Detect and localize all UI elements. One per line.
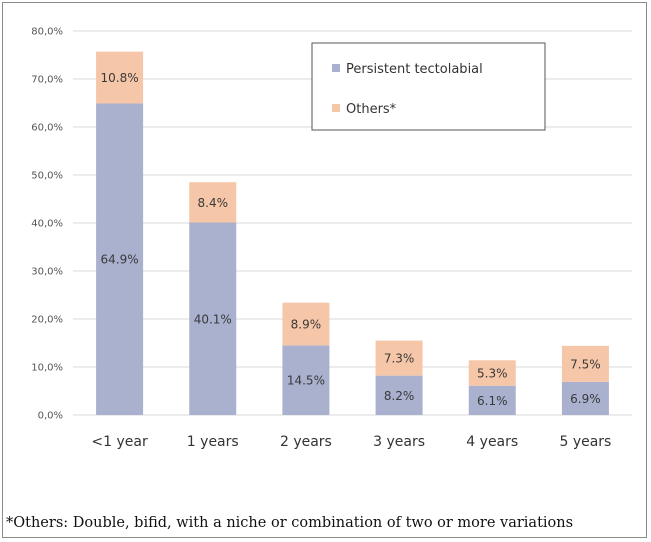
bar-segment-others — [189, 182, 237, 223]
data-label: 7.5% — [570, 357, 601, 371]
data-label: 6.9% — [570, 392, 601, 406]
bar-segment-persistent — [468, 385, 516, 415]
y-tick-label: 30,0% — [31, 267, 63, 278]
data-label: 6.1% — [477, 394, 508, 408]
bar-segment-others — [561, 345, 609, 382]
bar-segment-persistent — [282, 345, 330, 415]
x-category-label: 5 years — [559, 434, 611, 450]
y-tick-label: 20,0% — [31, 315, 63, 326]
y-tick-label: 70,0% — [31, 75, 63, 86]
bar-segment-others — [96, 51, 144, 104]
bar-segment-others — [282, 302, 330, 346]
data-label: 7.3% — [384, 352, 415, 366]
y-tick-label: 50,0% — [31, 171, 63, 182]
y-tick-label: 60,0% — [31, 123, 63, 134]
bar-segment-persistent — [375, 375, 423, 415]
x-category-label: <1 year — [91, 434, 148, 450]
data-label: 8.2% — [384, 389, 415, 403]
y-tick-label: 0,0% — [38, 411, 63, 422]
x-category-label: 4 years — [466, 434, 518, 450]
legend-swatch — [332, 104, 340, 112]
bar-segment-persistent — [96, 103, 144, 415]
bar-segment-others — [375, 340, 423, 376]
legend-label: Others* — [346, 102, 397, 117]
data-label: 8.9% — [291, 318, 322, 332]
x-category-label: 3 years — [373, 434, 425, 450]
bar-segment-persistent — [189, 222, 237, 415]
y-tick-label: 40,0% — [31, 219, 63, 230]
legend-label: Persistent tectolabial — [346, 62, 483, 77]
data-label: 5.3% — [477, 367, 508, 381]
y-tick-label: 10,0% — [31, 363, 63, 374]
footnote: *Others: Double, bifid, with a niche or … — [6, 515, 574, 531]
bar-segment-persistent — [561, 381, 609, 415]
chart-frame — [2, 2, 647, 538]
data-label: 14.5% — [287, 374, 325, 388]
y-tick-label: 80,0% — [31, 27, 63, 38]
data-label: 8.4% — [198, 196, 229, 210]
bar-segment-others — [468, 360, 516, 386]
data-label: 40.1% — [194, 312, 232, 326]
x-category-label: 1 years — [187, 434, 239, 450]
legend-swatch — [332, 64, 340, 72]
x-category-label: 2 years — [280, 434, 332, 450]
data-label: 10.8% — [101, 71, 139, 85]
legend-box — [311, 42, 546, 131]
data-label: 64.9% — [101, 253, 139, 267]
stacked-bar-chart: 0,0% 10,0% 20,0% 30,0% 40,0% 50,0% 60,0% 70,0% 8… — [31, 27, 632, 450]
